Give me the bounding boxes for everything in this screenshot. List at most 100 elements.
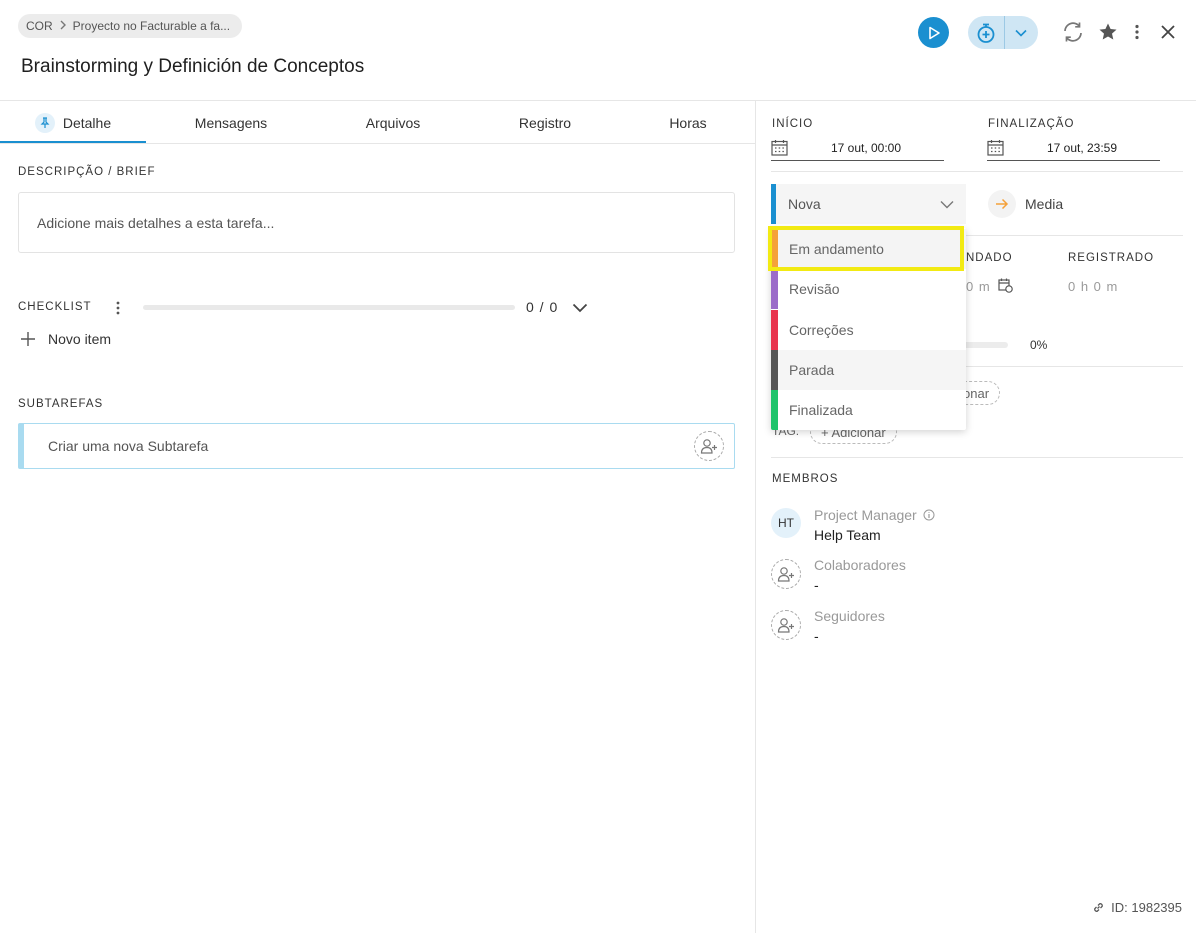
collaborators-row: Colaboradores - xyxy=(771,557,906,593)
calendar-icon xyxy=(771,140,788,156)
pin-icon xyxy=(34,112,55,133)
calendar-icon xyxy=(987,140,1004,156)
status-option-label: Parada xyxy=(789,362,835,378)
progress-percent: 0% xyxy=(1030,338,1048,352)
members-divider xyxy=(771,457,1183,458)
status-select[interactable]: Nova xyxy=(771,184,966,224)
tab-mensagens[interactable]: Mensagens xyxy=(170,101,292,144)
breadcrumb-root[interactable]: COR xyxy=(26,19,53,33)
status-color-stripe xyxy=(771,269,778,309)
add-user-icon xyxy=(777,567,794,582)
followers-row: Seguidores - xyxy=(771,608,885,644)
status-divider xyxy=(771,235,1183,236)
project-manager-name: Help Team xyxy=(814,527,881,543)
subtasks-label: SUBTAREFAS xyxy=(18,398,104,410)
collaborators-label: Colaboradores xyxy=(814,557,906,573)
checklist-menu-button[interactable] xyxy=(112,299,124,317)
project-manager-row: HT Project Manager Help Team xyxy=(771,507,935,543)
status-color-stripe xyxy=(771,310,778,350)
end-date-value: 17 out, 23:59 xyxy=(1046,140,1118,155)
status-color-stripe xyxy=(771,390,778,430)
checklist-toggle-button[interactable] xyxy=(571,301,589,315)
status-option-label: Correções xyxy=(789,322,854,338)
priority-label: Media xyxy=(1025,196,1064,212)
start-date-value: 17 out, 00:00 xyxy=(830,140,902,155)
add-timer-button[interactable] xyxy=(968,16,1005,49)
more-options-button[interactable] xyxy=(1129,20,1145,44)
arrow-right-icon xyxy=(988,190,1016,218)
header-divider xyxy=(0,100,1196,101)
checklist-label: CHECKLIST xyxy=(18,301,92,313)
active-tab-indicator xyxy=(0,141,146,143)
members-label: MEMBROS xyxy=(772,473,839,485)
status-color-stripe xyxy=(771,229,778,269)
followers-label: Seguidores xyxy=(814,608,885,624)
tab-horas[interactable]: Horas xyxy=(627,101,749,144)
avatar[interactable]: HT xyxy=(771,508,801,538)
status-color-stripe xyxy=(771,350,778,390)
add-collaborator-button[interactable] xyxy=(771,559,801,589)
timer-dropdown-button[interactable] xyxy=(1005,16,1037,49)
tabs-divider xyxy=(0,143,755,144)
checklist-count: 0 / 0 xyxy=(526,299,559,315)
followers-value: - xyxy=(814,628,819,644)
play-icon xyxy=(928,26,940,39)
tab-arquivos[interactable]: Arquivos xyxy=(332,101,454,144)
play-button[interactable] xyxy=(918,17,949,48)
status-current: Nova xyxy=(788,196,821,212)
status-option-label: Revisão xyxy=(789,281,840,297)
progress-divider xyxy=(771,366,1183,367)
task-id-text: ID: 1982395 xyxy=(1111,900,1182,915)
new-checklist-item-button[interactable]: Novo item xyxy=(20,331,111,347)
close-button[interactable] xyxy=(1157,21,1179,43)
status-option-label: Finalizada xyxy=(789,402,853,418)
description-field[interactable]: Adicione mais detalhes a esta tarefa... xyxy=(18,192,735,253)
status-dropdown[interactable]: Em andamento Revisão Correções Parada Fi… xyxy=(771,228,966,430)
link-icon xyxy=(1094,903,1104,912)
refresh-button[interactable] xyxy=(1060,19,1086,45)
tab-label: Horas xyxy=(669,114,707,131)
add-follower-button[interactable] xyxy=(771,610,801,640)
description-placeholder: Adicione mais detalhes a esta tarefa... xyxy=(37,214,275,231)
end-date-field[interactable]: 17 out, 23:59 xyxy=(987,135,1160,161)
timer-button-group[interactable] xyxy=(968,16,1038,49)
tab-label: Detalhe xyxy=(62,114,112,131)
end-date-label: FINALIZAÇÃO xyxy=(988,118,1075,130)
breadcrumb-project[interactable]: Proyecto no Facturable a fa... xyxy=(72,19,231,33)
calendar-clock-icon[interactable] xyxy=(998,278,1013,298)
priority-select[interactable]: Media xyxy=(988,190,1063,218)
favorite-button[interactable] xyxy=(1096,20,1120,44)
info-icon[interactable] xyxy=(923,509,935,521)
chevron-down-icon xyxy=(572,303,588,313)
progress-bar xyxy=(960,342,1008,348)
registered-label: REGISTRADO xyxy=(1068,252,1155,264)
dates-divider xyxy=(771,171,1183,172)
estimated-label: NDADO xyxy=(966,252,1013,264)
more-vertical-icon xyxy=(1135,24,1139,40)
panel-divider xyxy=(755,101,756,933)
status-option-parada[interactable]: Parada xyxy=(771,350,966,390)
page-title: Brainstorming y Definición de Conceptos xyxy=(21,56,365,77)
project-manager-role: Project Manager xyxy=(814,507,935,523)
status-option-em-andamento[interactable]: Em andamento xyxy=(771,229,966,269)
subtask-placeholder: Criar uma nova Subtarefa xyxy=(48,438,209,454)
start-date-field[interactable]: 17 out, 00:00 xyxy=(771,135,944,161)
tab-detalhe[interactable]: Detalhe xyxy=(0,101,146,144)
new-subtask-input[interactable]: Criar uma nova Subtarefa xyxy=(18,423,735,469)
status-option-label: Em andamento xyxy=(789,241,884,257)
add-user-icon xyxy=(700,439,717,454)
close-icon xyxy=(1161,25,1175,39)
start-date-label: INÍCIO xyxy=(772,118,814,130)
status-option-revisao[interactable]: Revisão xyxy=(771,269,966,309)
status-option-finalizada[interactable]: Finalizada xyxy=(771,390,966,430)
assign-subtask-button[interactable] xyxy=(694,431,724,461)
task-id[interactable]: ID: 1982395 xyxy=(1092,900,1182,915)
add-user-icon xyxy=(777,618,794,633)
chevron-down-icon xyxy=(940,200,954,208)
checklist-progress-bar xyxy=(143,305,515,310)
breadcrumb[interactable]: COR Proyecto no Facturable a fa... xyxy=(18,14,243,38)
estimated-value: 0 m xyxy=(966,279,991,294)
tab-label: Registro xyxy=(518,114,572,131)
tab-registro[interactable]: Registro xyxy=(484,101,606,144)
status-option-correcoes[interactable]: Correções xyxy=(771,310,966,350)
